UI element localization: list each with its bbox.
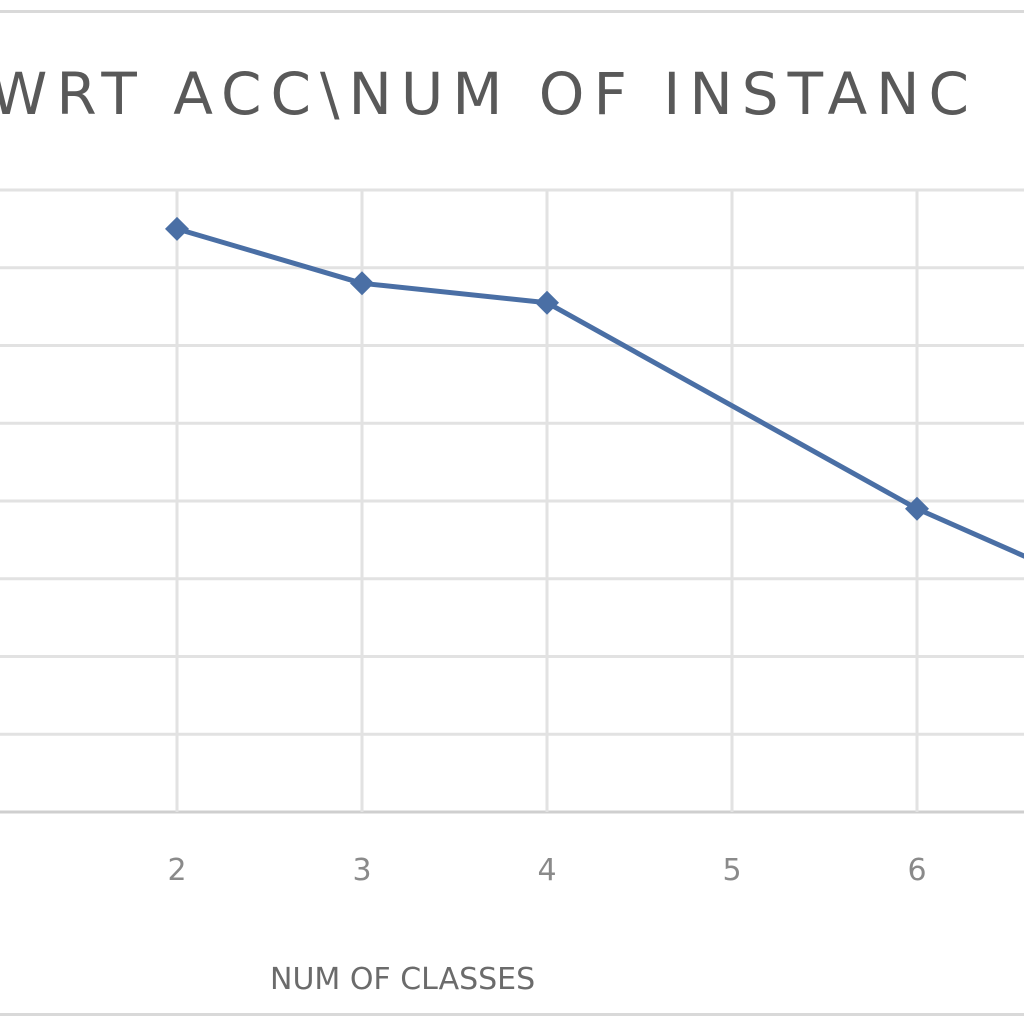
x-tick-label: 4 xyxy=(537,853,556,888)
x-tick-label: 6 xyxy=(907,853,926,888)
x-axis-title: NUM OF CLASSES xyxy=(270,962,536,997)
data-point-marker xyxy=(905,496,929,521)
data-point-marker xyxy=(535,290,559,315)
series-layer xyxy=(165,216,1024,559)
chart-title: WRT ACC\NUM OF INSTANC xyxy=(0,60,979,128)
x-tick-label: 3 xyxy=(352,853,371,888)
chart-frame xyxy=(0,10,1024,1016)
grid-lines xyxy=(0,188,1024,814)
series-line xyxy=(176,226,1024,559)
x-tick-label: 2 xyxy=(167,853,186,888)
data-point-marker xyxy=(165,216,189,241)
data-point-marker xyxy=(350,271,374,296)
x-tick-labels: 2 3 4 5 6 xyxy=(167,853,926,888)
x-tick-label: 5 xyxy=(722,853,741,888)
